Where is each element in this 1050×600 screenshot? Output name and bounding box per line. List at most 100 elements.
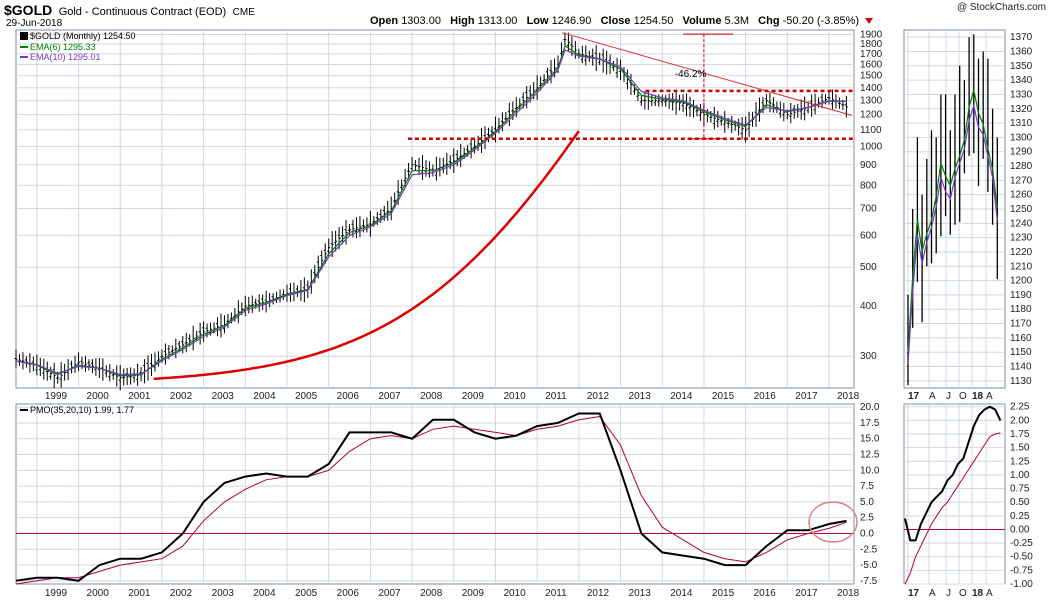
main-legend: $GOLD (Monthly) 1254.50 EMA(6) 1295.33 E… [20,31,136,62]
y-tick-label: 15.0 [860,434,880,445]
close-value: 1254.50 [633,15,674,27]
description-label: Gold - Continuous Contract (EOD) [58,6,227,18]
legend-gold: $GOLD (Monthly) 1254.50 [30,31,136,41]
y-tick-label: 1100 [860,125,882,136]
y-tick-label: 1230 [1010,233,1033,244]
x-tick-label: 2002 [170,391,193,402]
y-tick-label: 800 [860,180,877,191]
x-tick-label: 2004 [253,391,276,402]
y-tick-label: -5.0 [860,560,878,571]
y-tick-label: 1240 [1010,218,1033,229]
pmo-panel: 20.0 17.5 15.0 12.5 10.0 7.5 5.0 2.5 0.0 -2.5 -5.0… [15,402,880,587]
x-tick-label: 2009 [462,588,485,599]
y-tick-label: 1340 [1010,75,1033,86]
y-tick-label: 0.25 [1010,511,1030,522]
x-tick-label: 2006 [337,391,360,402]
y-tick-label: 2.00 [1010,415,1030,426]
x-tick-label: 2002 [170,588,193,599]
x-tick-label: A [986,588,993,599]
y-tick-label: 1800 [860,39,883,50]
y-tick-label: -0.50 [1010,552,1033,563]
y-tick-label: 1250 [1010,204,1033,215]
pmo-legend: PMO(35,20,10) 1.99, 1.77 [20,405,134,415]
x-tick-label: 2011 [545,391,567,402]
pmo-grid [16,404,854,584]
chg-label: Chg [758,15,780,27]
inset-pmo-line [904,405,1002,542]
annotations: -46.2% [153,32,854,381]
x-tick-label: 2018 [837,391,860,402]
y-tick-label: -0.75 [1010,565,1033,576]
x-tick-label: 2013 [629,391,652,402]
pmo-inset-grid [904,404,1005,585]
x-tick-label: A [929,588,936,599]
pmo-inset-y-axis: 2.25 2.00 1.75 1.50 1.25 1.00 0.75 0.50 0.25 0.00… [1010,402,1033,590]
inset-ema6-line [907,90,998,353]
x-tick-label: 2007 [378,588,401,599]
down-arrow-icon [865,18,874,25]
x-tick-label: 18 [972,391,984,402]
y-tick-label: -2.5 [860,544,878,555]
x-tick-label: J [946,588,951,599]
x-tick-label: 2001 [128,391,151,402]
y-tick-label: 400 [860,301,877,312]
pmo-lines [15,412,847,585]
inset-pmo-signal-line [904,432,1001,585]
x-tick-label: 2007 [378,391,401,402]
x-tick-label: 2008 [420,391,443,402]
down-trendline [562,32,853,116]
y-tick-label: 12.5 [860,450,880,461]
x-tick-label: 2004 [253,588,276,599]
x-tick-label: 2015 [712,588,735,599]
y-tick-label: 17.5 [860,418,880,429]
y-tick-label: -7.5 [860,576,878,587]
x-tick-label: 2011 [545,588,567,599]
x-tick-label: 1999 [45,588,68,599]
y-tick-label: 1280 [1010,161,1033,172]
x-tick-label: 2014 [670,391,693,402]
y-tick-label: 1900 [860,30,883,41]
y-tick-label: 1270 [1010,175,1033,186]
x-tick-label: 2008 [420,588,443,599]
inset-ema10-line [907,103,998,364]
chart-header: $GOLD Gold - Continuous Contract (EOD) C… [4,2,255,20]
y-tick-label: 1330 [1010,89,1033,100]
symbol-label: $GOLD [4,2,53,18]
y-tick-label: 0.0 [860,528,874,539]
x-tick-label: 2010 [503,391,526,402]
pmo-daily-inset: 2.25 2.00 1.75 1.50 1.25 1.00 0.75 0.50 0.25 0.00… [903,402,1033,590]
y-tick-label: 5.0 [860,497,874,508]
y-tick-label: 1600 [860,59,883,70]
x-tick-label: 2005 [295,391,318,402]
inset-grid [904,30,1005,388]
x-tick-label: 2016 [754,391,777,402]
x-tick-label: 2009 [462,391,485,402]
pmo-y-axis: 20.0 17.5 15.0 12.5 10.0 7.5 5.0 2.5 0.0 -2.5 -5.0… [860,402,880,587]
x-tick-label: 18 [972,588,984,599]
x-tick-label: 2017 [795,588,818,599]
ema10-line [15,49,847,376]
y-tick-label: 1170 [1010,319,1032,330]
y-tick-label: 1000 [860,141,883,152]
chg-value: -50.20 (-3.85%) [782,15,860,27]
x-tick-label: 1999 [45,391,68,402]
price-bars [14,32,848,391]
main-y-axis: 300 400 500 600 700 800 900 1000 1100 1200 1300 140… [860,30,883,363]
x-tick-label: 2015 [712,391,735,402]
y-tick-label: -1.00 [1010,579,1033,590]
open-label: Open [370,15,399,27]
x-tick-label: 2005 [295,588,318,599]
open-value: 1303.00 [401,15,441,27]
pmo-signal-line [15,416,847,585]
y-tick-label: 7.5 [860,481,874,492]
pmo-panel-frame [15,403,855,585]
x-tick-label: 2014 [670,588,693,599]
x-tick-label: 2006 [337,588,360,599]
y-tick-label: 300 [860,351,877,362]
y-tick-label: 2.25 [1010,402,1030,413]
volume-value: 5.3M [724,15,749,27]
y-tick-label: 900 [860,160,877,171]
y-tick-label: 500 [860,262,877,273]
x-tick-label: O [959,588,967,599]
